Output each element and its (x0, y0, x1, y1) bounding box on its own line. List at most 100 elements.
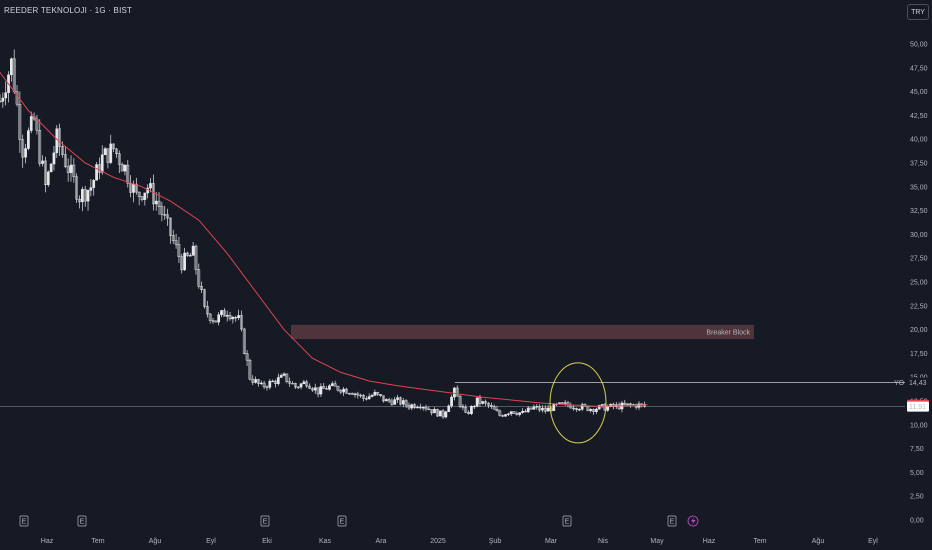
candle-body (197, 269, 201, 287)
candle-body (163, 214, 167, 216)
candle-body (410, 404, 414, 409)
candle-body (612, 403, 615, 407)
candle-body (103, 148, 107, 156)
candle-body (296, 386, 300, 389)
candle-body (333, 383, 337, 387)
candle-body (188, 255, 192, 257)
candle-body (291, 383, 294, 385)
candle-body (143, 192, 147, 200)
yo-price-badge-bg (907, 377, 929, 388)
candle-body (285, 373, 289, 383)
candle-body (15, 91, 19, 105)
event-marker-label: E (340, 519, 345, 526)
candle-body (376, 391, 380, 395)
event-marker (562, 515, 572, 527)
candle-body (61, 146, 64, 155)
candle-body (299, 383, 303, 388)
candle-body (382, 395, 385, 402)
candle-body (623, 402, 627, 405)
y-tick-label: 35,00 (910, 184, 928, 191)
highlight-ellipse (549, 362, 607, 444)
flash-bolt-icon (691, 517, 696, 525)
candle-body (393, 399, 397, 405)
candle-body (413, 404, 416, 408)
y-tick-label: 20,00 (910, 327, 928, 334)
event-marker (19, 515, 29, 527)
candle-body (379, 394, 382, 396)
candle-body (78, 198, 81, 203)
candle-body (458, 395, 462, 407)
candle-body (208, 313, 212, 321)
candle-body (262, 382, 266, 388)
candle-body (69, 164, 73, 173)
candle-body (487, 402, 490, 406)
candle-body (282, 373, 286, 376)
candle-body (427, 408, 431, 411)
candle-body (316, 387, 320, 395)
candle-body (44, 160, 47, 185)
candle-body (251, 378, 255, 383)
candle-body (600, 404, 604, 406)
event-marker-label: E (670, 519, 675, 526)
candle-body (515, 413, 519, 415)
candle-body (538, 406, 541, 411)
candle-body (563, 402, 567, 404)
candle-body (529, 407, 533, 410)
candle-body (475, 397, 479, 407)
last-price-badge-bg (907, 401, 929, 412)
x-tick-label: Eyl (868, 538, 878, 545)
candle-body (166, 214, 169, 219)
candle-body (407, 404, 411, 409)
candle-body (254, 379, 257, 383)
candle-body (220, 310, 223, 316)
candle-body (294, 383, 297, 388)
candle-body (424, 407, 428, 410)
candle-body (342, 388, 345, 393)
event-marker (667, 515, 677, 527)
candle-body (444, 411, 448, 418)
currency-button[interactable]: TRY (907, 4, 929, 20)
candle-body (353, 393, 357, 395)
candle-body (157, 200, 161, 207)
candle-body (89, 187, 93, 191)
candle-body (27, 130, 30, 149)
y-tick-label: 40,00 (910, 137, 928, 144)
y-tick-label: 50,00 (910, 42, 928, 49)
candle-body (484, 401, 487, 404)
candle-body (237, 315, 240, 319)
candle-body (41, 160, 44, 164)
y-tick-label: 37,50 (910, 161, 928, 168)
candle-body (430, 409, 434, 414)
candle-body (123, 164, 127, 172)
candle-body (606, 406, 610, 411)
candle-body (305, 381, 309, 387)
x-tick-label: Eyl (206, 538, 216, 545)
x-tick-label: Mar (545, 538, 558, 545)
candle-body (137, 191, 141, 197)
candle-body (231, 317, 235, 320)
x-tick-label: May (650, 538, 664, 545)
candle-body (356, 393, 360, 396)
breaker-block-label: Breaker Block (706, 329, 750, 336)
candle-body (592, 409, 595, 412)
candle-body (174, 240, 178, 245)
candle-body (461, 405, 465, 408)
candle-body (63, 154, 67, 167)
candle-body (126, 164, 130, 184)
candle-body (279, 375, 283, 378)
x-tick-label: Ağu (812, 538, 825, 545)
x-tick-label: Kas (319, 538, 332, 545)
candle-body (370, 395, 374, 397)
candle-body (401, 400, 405, 405)
candle-body (580, 404, 584, 410)
candle-body (4, 92, 8, 99)
candle-body (501, 415, 505, 417)
candle-body (498, 410, 502, 416)
candle-body (24, 148, 27, 158)
candle-body (191, 245, 195, 256)
candle-body (438, 410, 442, 417)
candle-body (214, 320, 218, 323)
candle-body (242, 328, 246, 354)
last-price-badge: 11,91 (909, 404, 926, 411)
